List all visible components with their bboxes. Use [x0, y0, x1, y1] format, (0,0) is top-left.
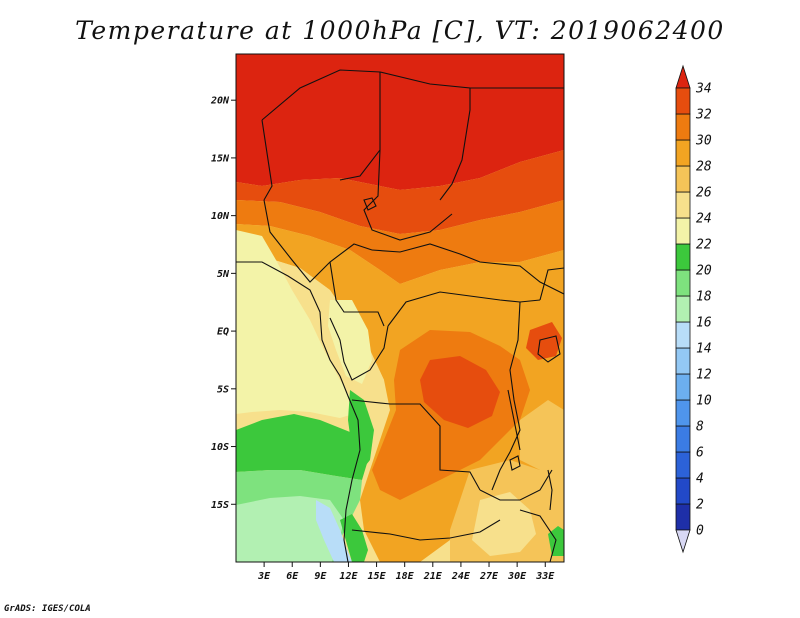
colorbar-box	[675, 347, 691, 375]
lake-tanganyika	[507, 389, 521, 451]
colorbar-label: 0	[696, 524, 704, 539]
colorbar-box	[675, 477, 691, 505]
region-14-16	[316, 500, 352, 562]
x-tick-label: 30E	[507, 571, 527, 582]
colorbar-box	[675, 217, 691, 245]
colorbar-box	[675, 243, 691, 271]
border-south	[519, 509, 557, 562]
colorbar-box	[675, 451, 691, 479]
y-tick-label: 20N	[210, 96, 230, 107]
region-22-24-inland	[328, 300, 372, 384]
plot-frame	[235, 53, 565, 563]
colorbar-extend-high	[675, 64, 691, 89]
lake-victoria	[537, 335, 561, 363]
colorbar-box	[675, 139, 691, 167]
x-tick-label: 33E	[535, 571, 555, 582]
coastline-west	[236, 261, 361, 562]
colorbar-label: 6	[696, 446, 704, 461]
lake-chad	[363, 197, 377, 211]
colorbar-label: 22	[696, 238, 712, 253]
border-zambia	[479, 469, 553, 501]
x-axis: 3E 6E 9E 12E 15E 18E 21E 24E 27E 30E 33E	[257, 562, 555, 582]
y-tick-label: 10S	[211, 442, 229, 453]
border-angola-s	[351, 519, 501, 541]
colorbar-label: 20	[696, 264, 712, 279]
colorbar-box	[675, 87, 691, 115]
country-borders	[236, 69, 564, 562]
region-22-24-ocean	[236, 230, 360, 418]
x-tick-label: 3E	[257, 571, 271, 582]
colorbar-label: 2	[696, 498, 704, 513]
border-chad	[363, 149, 453, 241]
colorbar-box	[675, 321, 691, 349]
colorbar-extend-low	[675, 529, 691, 554]
border-north-2	[379, 71, 471, 201]
border-drc-east	[491, 301, 521, 491]
region-30-32-north	[236, 150, 564, 234]
region-30-32-core	[420, 356, 500, 428]
y-axis: 20N 15N 10N 5N EQ 5S 10S 15S	[210, 96, 236, 511]
colorbar-label: 8	[696, 420, 704, 435]
border-nigeria	[263, 199, 373, 283]
colorbar-box	[675, 399, 691, 427]
y-tick-label: 5S	[217, 384, 229, 395]
x-tick-label: 27E	[479, 571, 499, 582]
colorbar-box	[675, 165, 691, 193]
colorbar-label: 18	[696, 290, 712, 305]
x-tick-label: 15E	[368, 571, 387, 582]
colorbar-label: 26	[696, 186, 712, 201]
colorbar-label: 30	[695, 134, 712, 149]
map-title: Temperature at 1000hPa [C], VT: 20190624…	[75, 16, 725, 45]
x-tick-label: 9E	[314, 571, 327, 582]
colorbar-box	[675, 295, 691, 323]
colorbar-label: 14	[696, 342, 712, 357]
x-tick-label: 12E	[339, 571, 358, 582]
colorbar-label: 32	[695, 108, 712, 123]
y-tick-label: EQ	[217, 327, 229, 338]
colorbar-box	[675, 373, 691, 401]
colorbar-box	[675, 269, 691, 297]
x-tick-label: 24E	[451, 571, 471, 582]
lake-mweru	[509, 455, 521, 471]
colorbar-label: 24	[696, 212, 712, 227]
region-24-26-south	[472, 492, 536, 556]
y-tick-label: 5N	[217, 269, 230, 280]
colorbar-box	[675, 113, 691, 141]
lake-malawi	[547, 469, 553, 511]
y-tick-label: 15N	[211, 153, 230, 164]
border-angola-n	[351, 399, 481, 491]
region-20-22-south-coast	[340, 514, 368, 562]
x-tick-label: 18E	[396, 571, 415, 582]
colorbar-label: 10	[696, 394, 712, 409]
border-east	[539, 267, 564, 301]
region-30-32-lake	[526, 322, 562, 360]
border-cameroon	[329, 261, 385, 327]
colorbar-label: 12	[696, 368, 712, 383]
temperature-field	[236, 54, 564, 562]
colorbar-label: 4	[696, 472, 704, 487]
border-car	[371, 243, 564, 295]
footer-credit: GrADS: IGES/COLA	[4, 604, 91, 614]
x-tick-label: 6E	[286, 571, 299, 582]
colorbar-box	[675, 425, 691, 453]
colorbar-box	[675, 191, 691, 219]
colorbar-label: 28	[696, 160, 712, 175]
region-22-24-east	[520, 400, 564, 470]
colorbar-label: 34	[695, 82, 712, 97]
border-north-4	[261, 119, 273, 201]
y-tick-label: 15S	[211, 500, 229, 511]
x-tick-label: 21E	[423, 571, 443, 582]
region-28-30	[236, 200, 564, 284]
region-20-22-coast	[348, 390, 374, 470]
colorbar-box	[675, 503, 691, 531]
region-20-22	[236, 414, 368, 480]
colorbar-label: 16	[696, 316, 712, 331]
border-gabon	[329, 317, 389, 381]
y-tick-label: 10N	[211, 211, 230, 222]
